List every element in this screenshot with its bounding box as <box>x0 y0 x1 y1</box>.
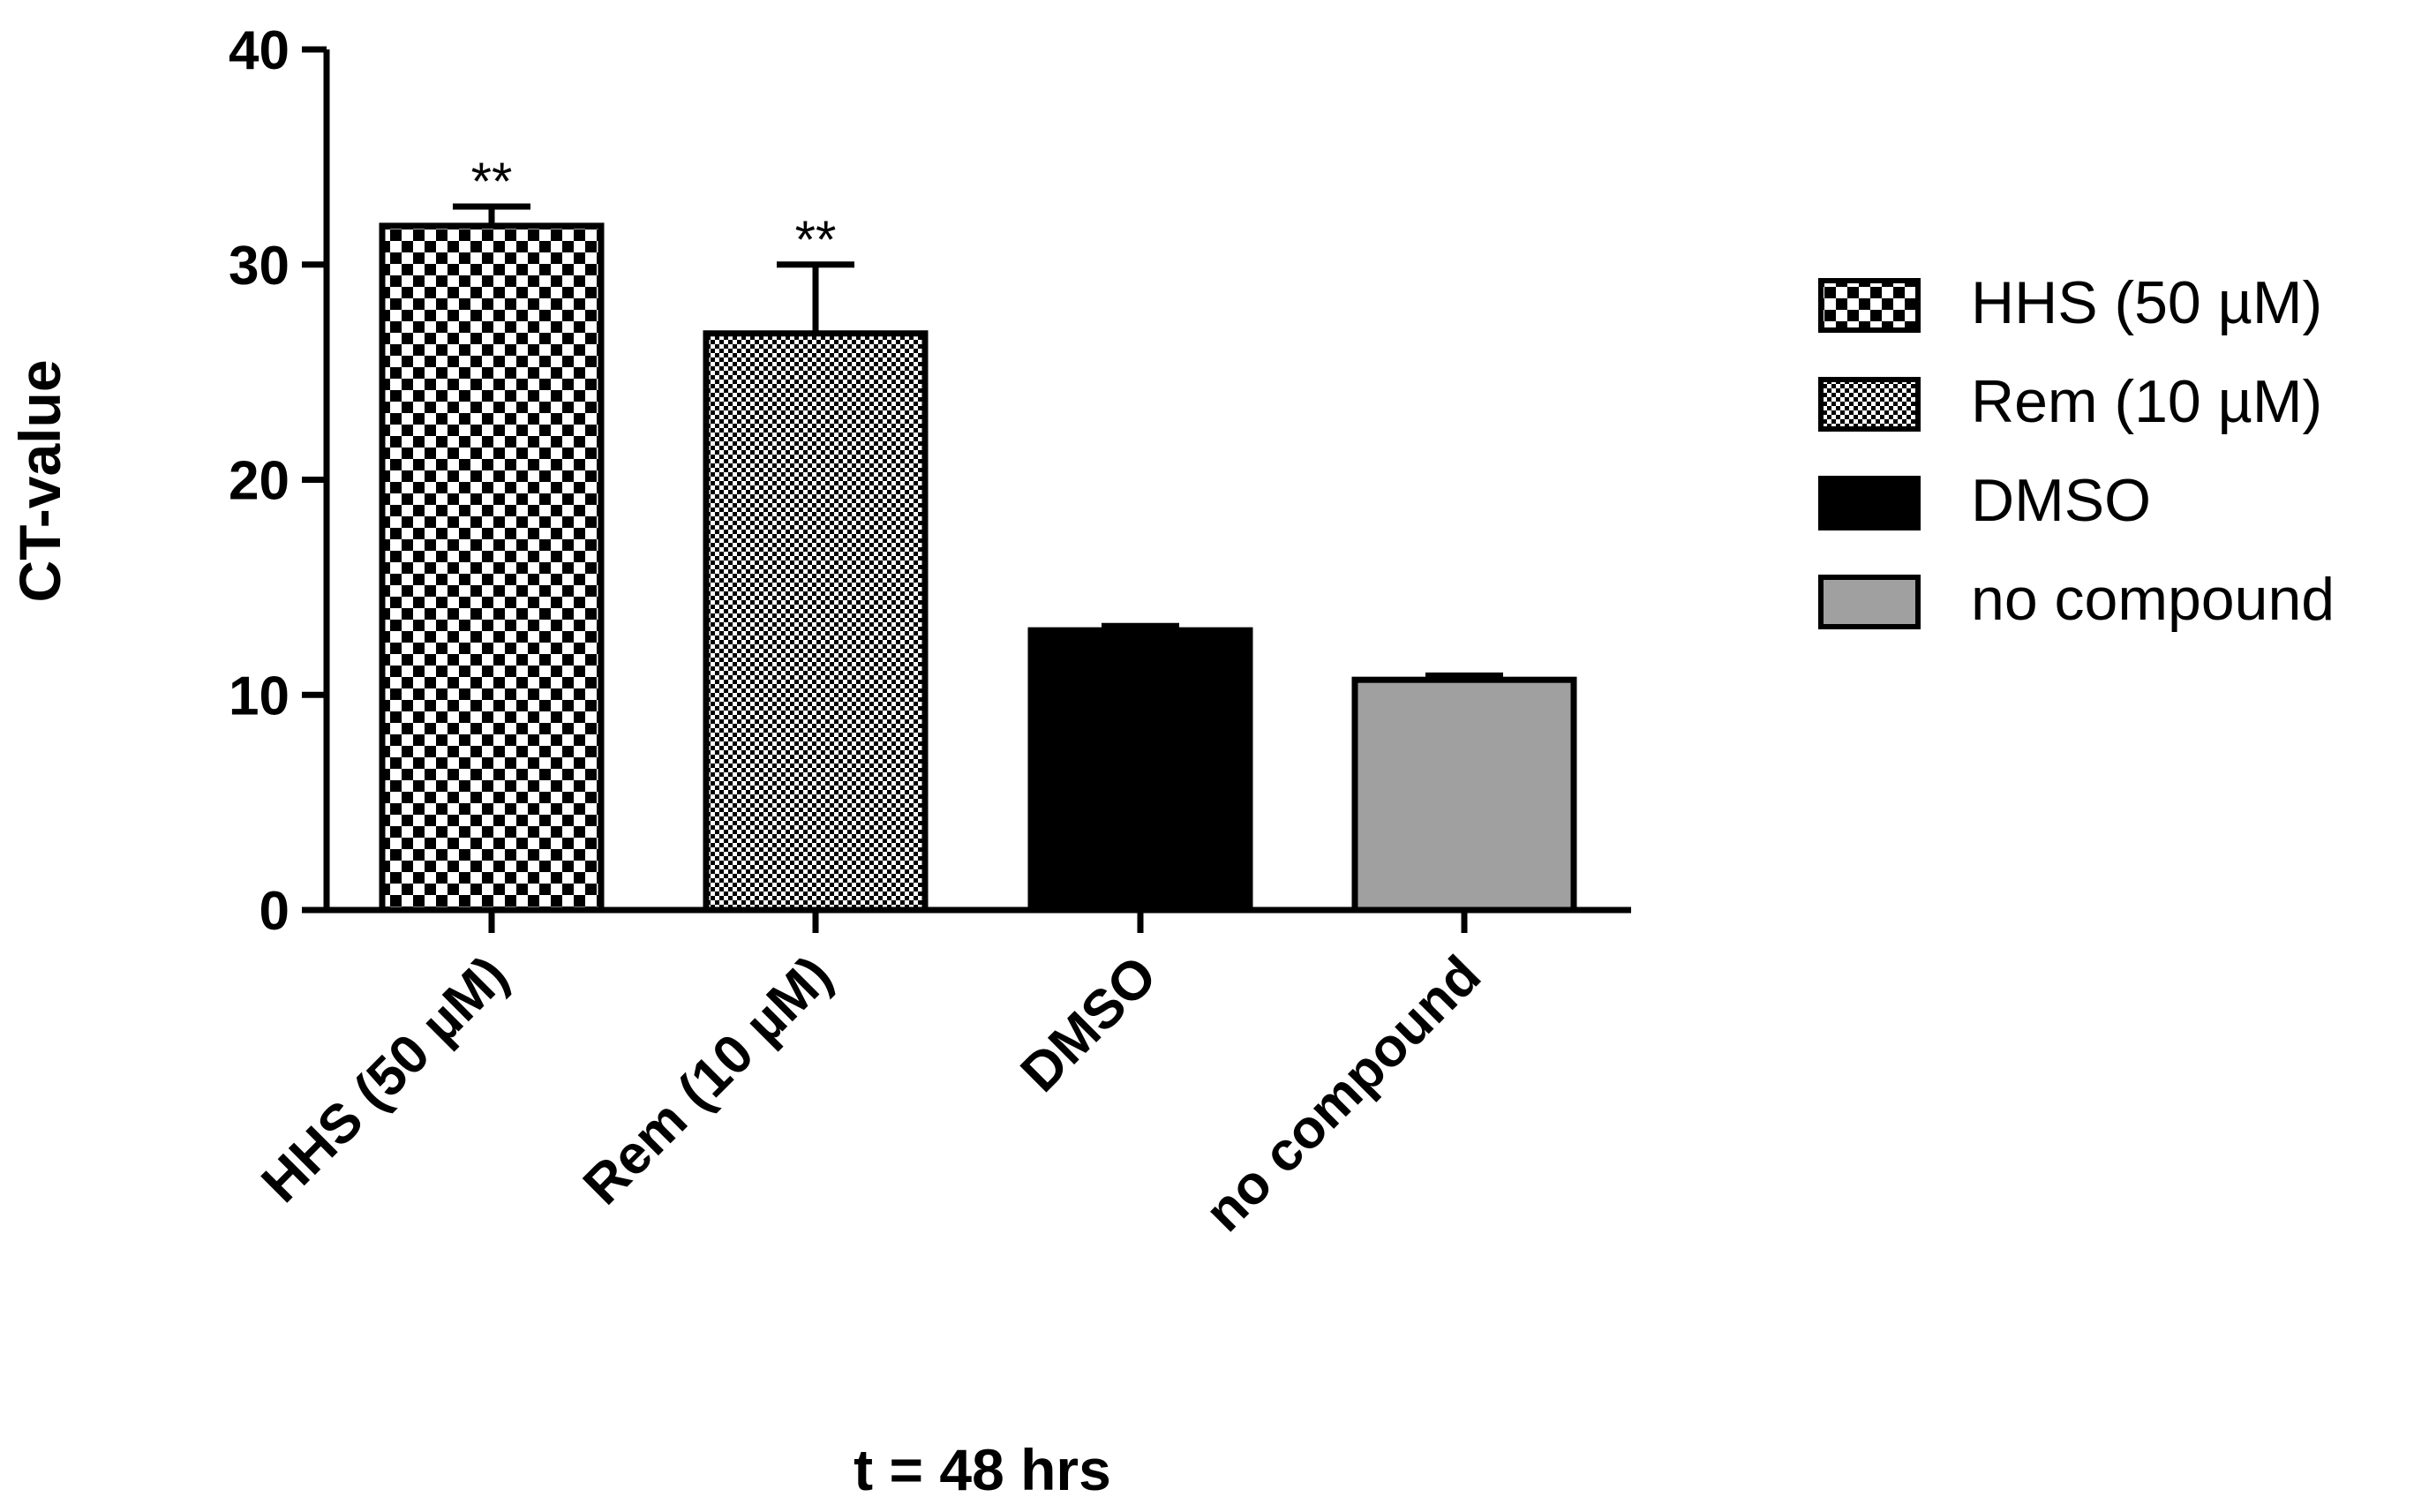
legend-label: HHS (50 µM) <box>1971 269 2322 336</box>
significance-label: ** <box>795 210 837 269</box>
x-tick-label: Rem (10 µM) <box>572 944 844 1216</box>
legend-label: DMSO <box>1971 467 2151 534</box>
bar <box>379 222 605 914</box>
legend-swatch <box>1818 377 1921 432</box>
x-tick-label: DMSO <box>1010 944 1169 1103</box>
y-tick-label: 40 <box>229 20 290 81</box>
plot-area: 0 10 20 30 40 ** HHS (50 µM) ** Rem (10 µM) DMSO n… <box>229 20 1631 1244</box>
x-tick-label: no compound <box>1193 944 1493 1244</box>
y-tick-label: 20 <box>229 451 290 512</box>
legend-label: Rem (10 µM) <box>1971 368 2322 435</box>
significance-label: ** <box>471 152 513 211</box>
y-tick-label: 0 <box>259 881 290 942</box>
y-axis-label: CT-value <box>7 359 72 602</box>
legend-swatch <box>1818 476 1921 530</box>
bar <box>1027 627 1253 914</box>
bar <box>703 330 929 914</box>
legend-swatch <box>1818 278 1921 333</box>
legend-label: no compound <box>1971 566 2335 633</box>
x-axis-label: t = 48 hrs <box>854 1437 1111 1502</box>
y-tick-label: 10 <box>229 666 290 726</box>
x-tick-label: HHS (50 µM) <box>250 944 519 1214</box>
legend: HHS (50 µM) Rem (10 µM) DMSO no compound <box>1818 269 2335 633</box>
bar <box>1351 676 1577 914</box>
legend-swatch <box>1818 575 1921 629</box>
y-tick-label: 30 <box>229 236 290 297</box>
